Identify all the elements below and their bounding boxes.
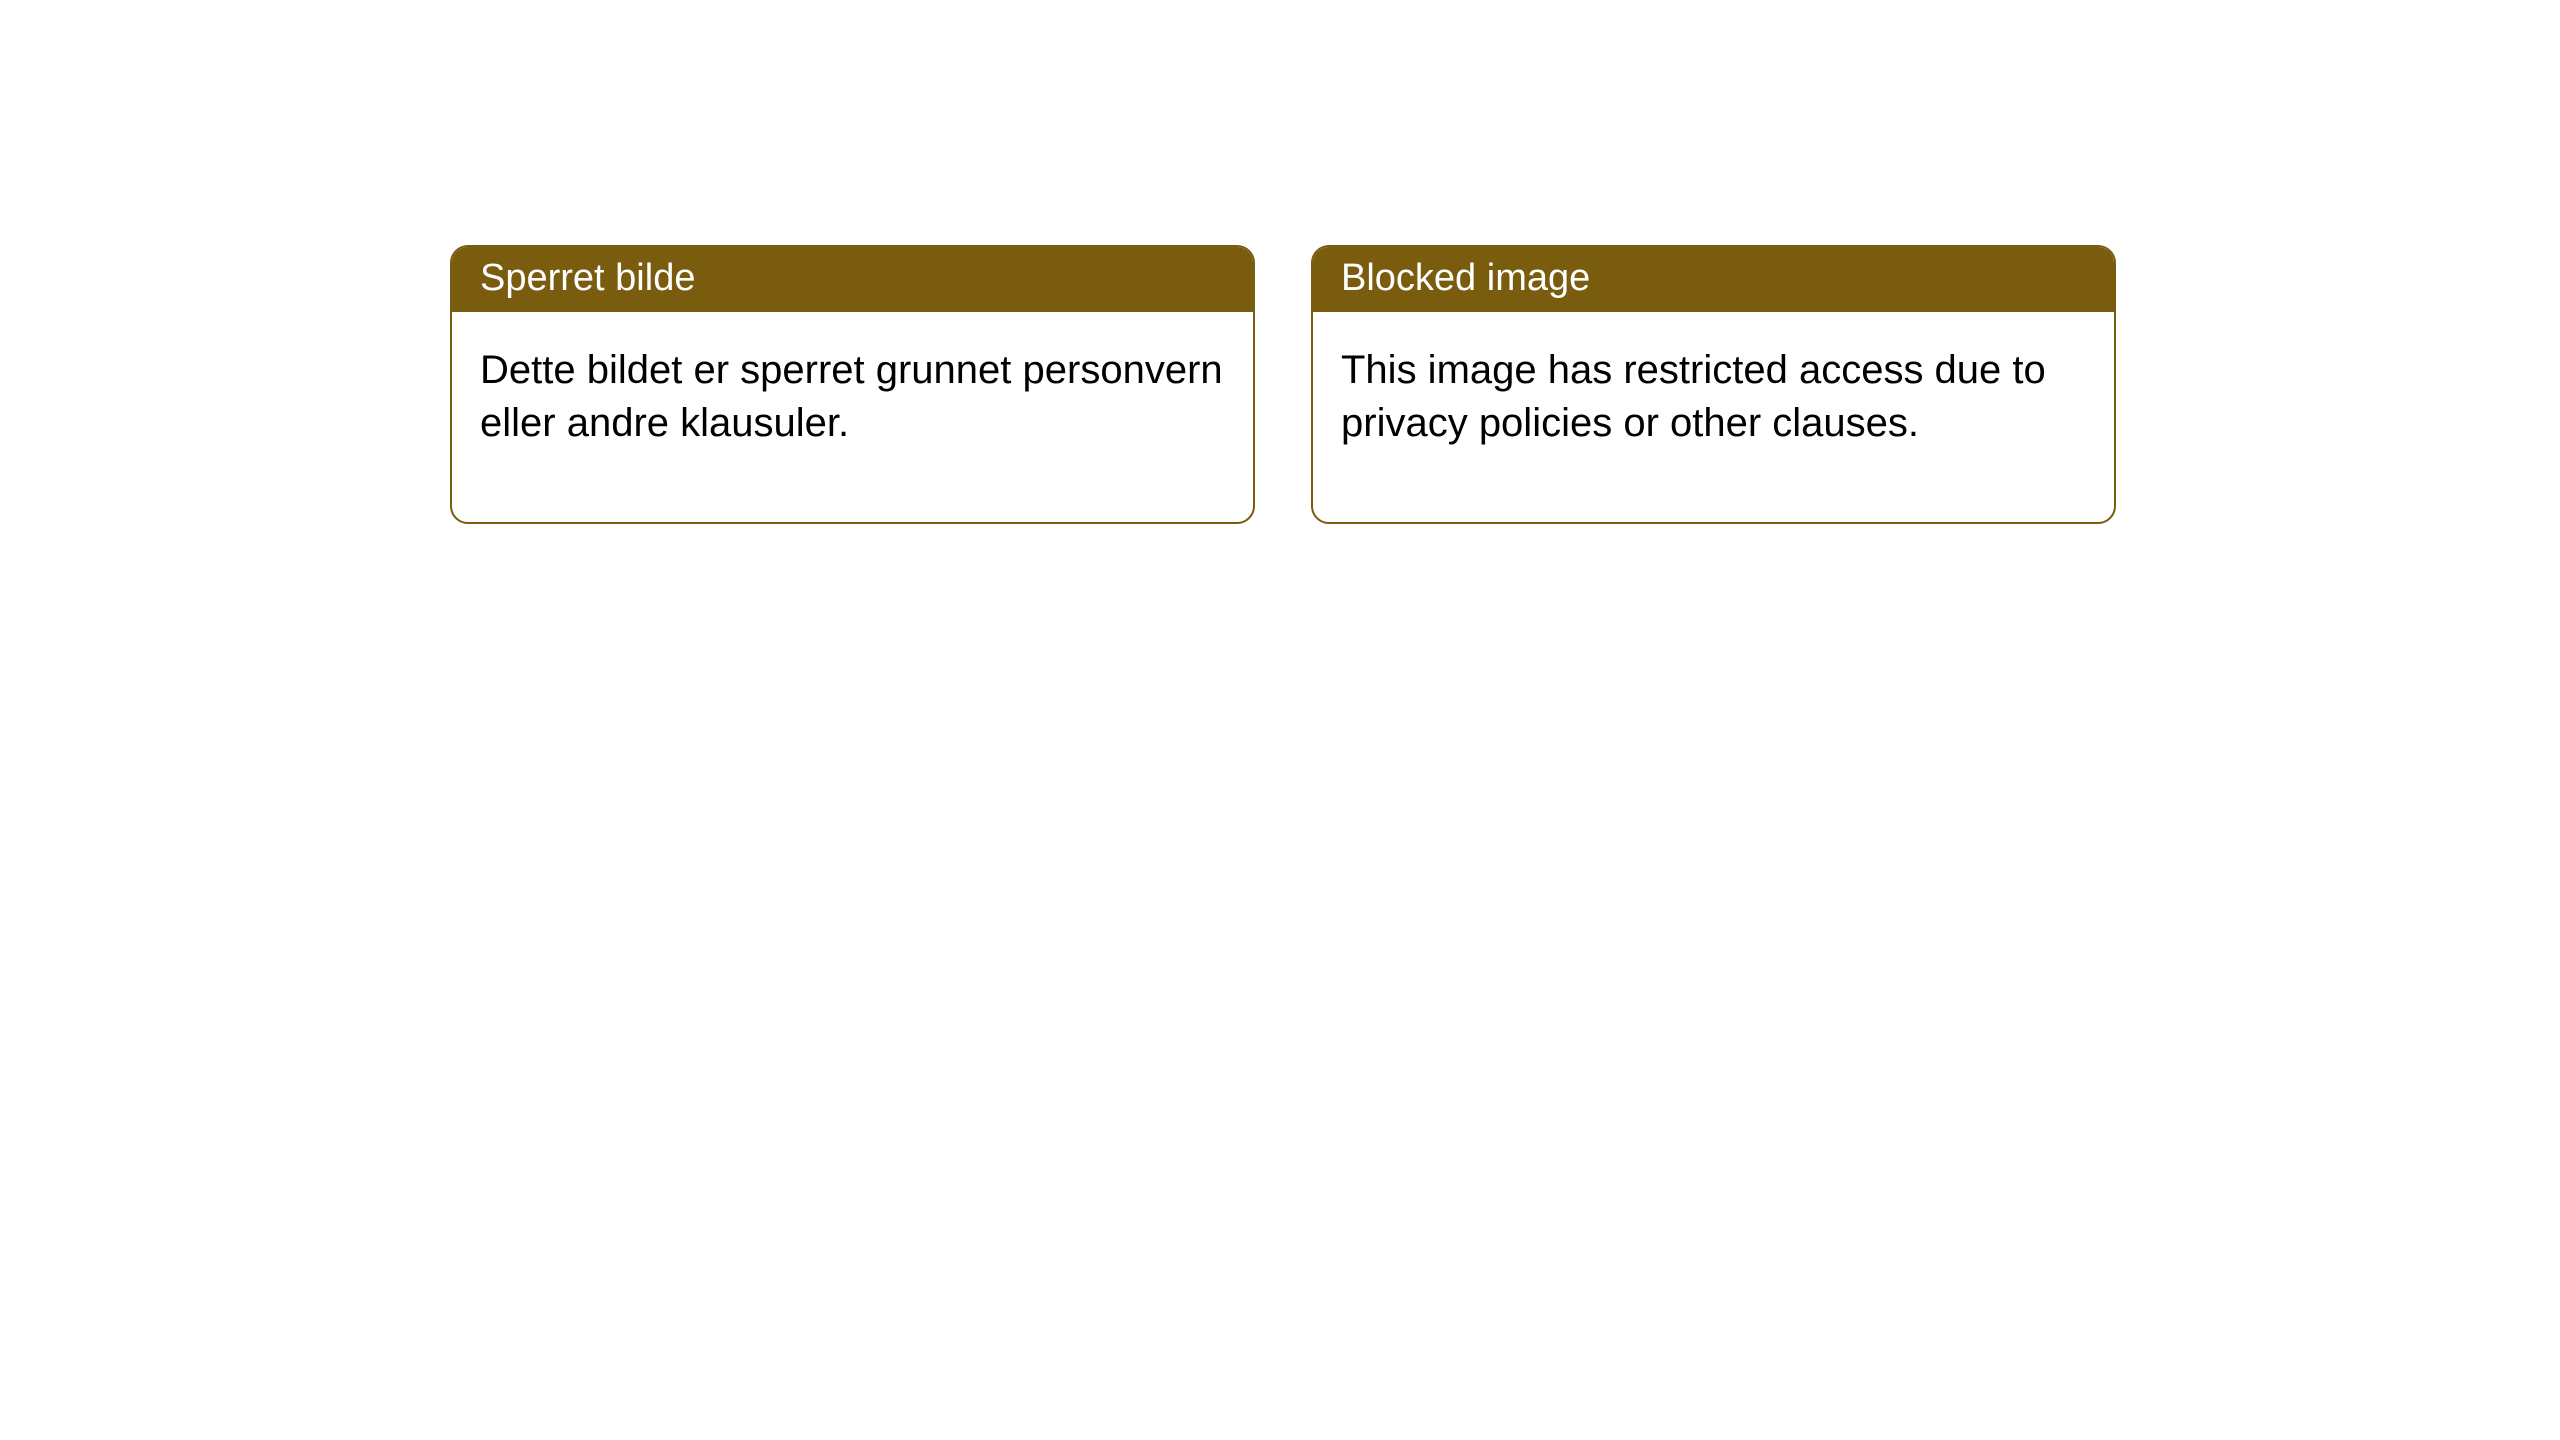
notice-card-body-norwegian: Dette bildet er sperret grunnet personve…: [452, 312, 1253, 522]
notice-cards-container: Sperret bilde Dette bildet er sperret gr…: [450, 245, 2116, 524]
notice-card-title-norwegian: Sperret bilde: [452, 247, 1253, 312]
notice-card-title-english: Blocked image: [1313, 247, 2114, 312]
notice-card-norwegian: Sperret bilde Dette bildet er sperret gr…: [450, 245, 1255, 524]
notice-card-english: Blocked image This image has restricted …: [1311, 245, 2116, 524]
notice-card-body-english: This image has restricted access due to …: [1313, 312, 2114, 522]
